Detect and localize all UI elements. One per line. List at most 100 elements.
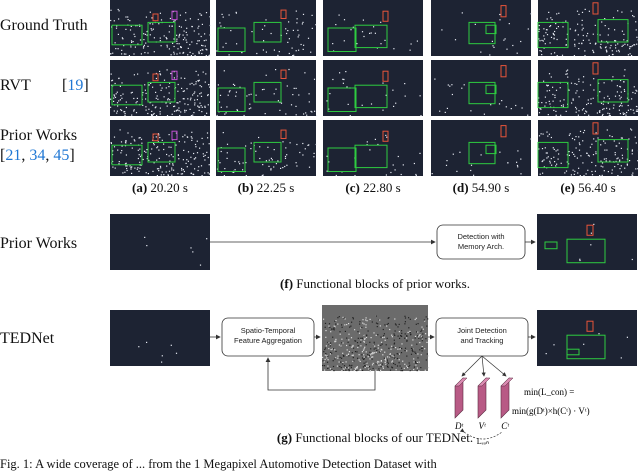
speckle <box>328 348 330 350</box>
speckle <box>139 25 141 27</box>
speckle <box>159 107 161 109</box>
speckle <box>171 174 173 176</box>
speckle <box>587 99 589 101</box>
speckle <box>369 370 371 372</box>
speckle <box>303 113 305 115</box>
detection-box <box>327 147 357 173</box>
speckle <box>609 115 611 117</box>
speckle <box>180 173 182 175</box>
detection-box <box>111 144 143 166</box>
speckle <box>175 352 178 354</box>
speckle <box>134 167 136 169</box>
speckle <box>262 164 264 166</box>
speckle <box>173 110 176 112</box>
speckle <box>434 78 436 80</box>
speckle <box>367 330 369 332</box>
speckle <box>611 172 613 174</box>
speckle <box>621 137 623 139</box>
speckle <box>123 53 125 55</box>
speckle <box>357 346 359 349</box>
speckle <box>239 86 241 88</box>
speckle <box>590 232 592 234</box>
speckle <box>425 338 427 340</box>
speckle <box>124 163 127 165</box>
speckle <box>313 78 316 80</box>
speckle <box>116 91 118 93</box>
speckle <box>386 364 388 366</box>
speckle <box>544 96 546 98</box>
speckle <box>576 10 579 12</box>
speckle <box>538 28 540 30</box>
speckle <box>326 170 328 172</box>
speckle <box>578 42 580 44</box>
speckle <box>369 351 371 353</box>
speckle <box>570 82 573 84</box>
speckle <box>565 110 567 112</box>
speckle <box>301 23 303 25</box>
detection-box <box>147 81 176 103</box>
speckle <box>339 72 341 74</box>
speckle <box>156 115 158 117</box>
speckle <box>515 104 517 107</box>
speckle <box>410 333 412 335</box>
speckle <box>190 163 192 165</box>
speckle <box>144 236 146 238</box>
speckle <box>406 365 408 367</box>
speckle <box>592 51 594 53</box>
speckle <box>566 154 568 156</box>
speckle <box>341 342 343 344</box>
caption-text: 22.25 s <box>254 180 295 195</box>
speckle <box>174 20 176 22</box>
speckle <box>630 10 632 12</box>
speckle <box>369 341 371 343</box>
speckle <box>267 146 269 148</box>
speckle <box>194 102 196 104</box>
speckle <box>633 112 635 114</box>
speckle <box>286 85 288 87</box>
speckle <box>127 19 129 21</box>
speckle <box>595 140 597 142</box>
speckle <box>371 356 373 358</box>
speckle <box>598 110 601 112</box>
speckle <box>543 159 545 161</box>
speckle <box>498 103 501 105</box>
speckle <box>632 15 634 17</box>
speckle <box>343 355 345 357</box>
speckle <box>184 141 186 143</box>
speckle <box>142 47 145 49</box>
speckle <box>600 165 602 167</box>
speckle <box>262 49 264 51</box>
speckle <box>181 87 183 89</box>
block-text: and Tracking <box>461 336 504 345</box>
speckle <box>379 364 381 366</box>
speckle <box>199 13 201 15</box>
speckle <box>288 21 290 23</box>
event-frame <box>431 60 531 116</box>
speckle <box>611 53 614 56</box>
speckle <box>366 335 368 337</box>
speckle <box>202 143 204 145</box>
speckle <box>606 107 608 109</box>
speckle <box>635 21 637 23</box>
speckle <box>392 355 394 357</box>
speckle <box>626 40 628 42</box>
speckle <box>343 368 345 370</box>
speckle <box>116 110 118 112</box>
event-frame <box>110 60 211 117</box>
speckle <box>427 367 430 369</box>
detection-box <box>171 10 178 21</box>
speckle <box>158 170 160 172</box>
feedback-arrow <box>265 357 376 391</box>
speckle <box>197 80 200 82</box>
speckle <box>610 44 612 47</box>
speckle <box>376 326 378 328</box>
speckle <box>548 133 550 135</box>
speckle <box>125 162 127 164</box>
speckle <box>380 369 382 371</box>
speckle <box>117 105 119 107</box>
speckle <box>553 156 555 158</box>
speckle <box>391 334 393 336</box>
speckle <box>181 167 183 170</box>
speckle <box>620 147 622 149</box>
speckle <box>339 365 341 368</box>
